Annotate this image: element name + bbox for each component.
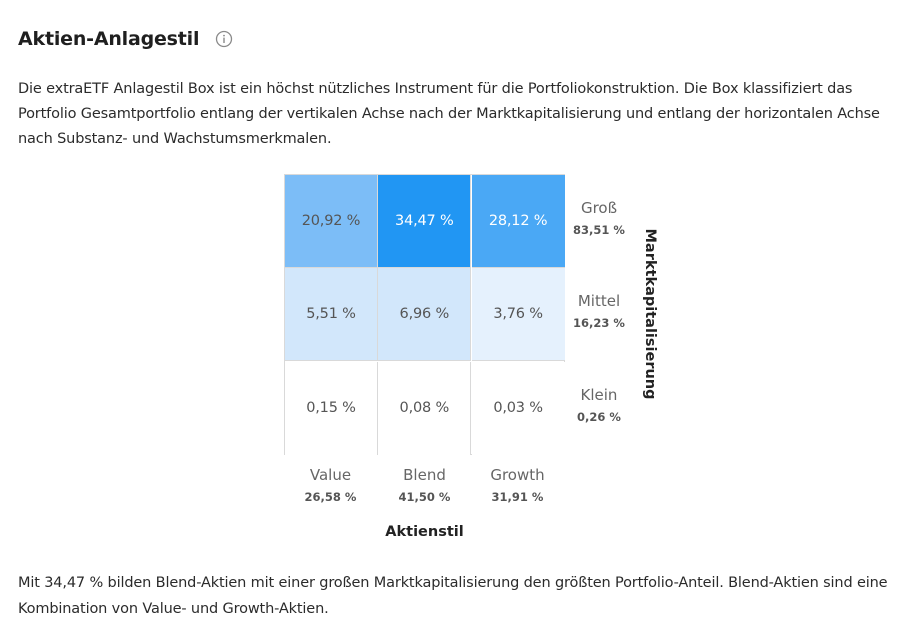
row-label-total: 83,51 %: [573, 223, 625, 237]
cell-small-value: 0,15 %: [285, 361, 378, 455]
col-label-total: 26,58 %: [304, 490, 357, 504]
y-axis-title: Marktkapitalisierung: [642, 228, 658, 400]
col-label-name: Value: [309, 466, 352, 484]
summary-text: Mit 34,47 % bilden Blend-Aktien mit eine…: [18, 575, 888, 617]
col-label-growth: Growth 31,91 %: [471, 466, 564, 504]
col-label-blend: Blend 41,50 %: [378, 466, 471, 504]
cell-mid-growth: 3,76 %: [471, 268, 565, 362]
row-label-total: 0,26 %: [577, 410, 621, 424]
section-header: Aktien-Anlagestil: [18, 28, 233, 50]
intro-text: Die extraETF Anlagestil Box ist ein höch…: [18, 81, 880, 147]
cell-small-growth: 0,03 %: [471, 361, 565, 455]
row-label-total: 16,23 %: [573, 316, 625, 330]
cell-large-growth: 28,12 %: [471, 175, 565, 268]
col-label-value: Value 26,58 %: [284, 466, 377, 504]
row-label-small: Klein 0,26 %: [568, 386, 630, 424]
cell-small-blend: 0,08 %: [378, 361, 472, 455]
style-box-grid: 20,92 % 34,47 % 28,12 % 5,51 % 6,96 % 3,…: [284, 174, 565, 455]
row-label-name: Klein: [580, 386, 618, 404]
col-label-total: 31,91 %: [491, 490, 544, 504]
info-icon[interactable]: [215, 30, 233, 48]
col-label-name: Growth: [490, 466, 545, 484]
col-label-name: Blend: [403, 466, 446, 484]
row-label-name: Groß: [580, 199, 618, 217]
col-label-total: 41,50 %: [398, 490, 451, 504]
cell-large-blend: 34,47 %: [378, 175, 472, 268]
row-label-name: Mittel: [577, 292, 621, 310]
x-axis-title: Aktienstil: [385, 524, 464, 540]
cell-mid-value: 5,51 %: [285, 268, 378, 362]
row-label-large: Groß 83,51 %: [568, 199, 630, 237]
row-label-mid: Mittel 16,23 %: [568, 292, 630, 330]
cell-large-value: 20,92 %: [285, 175, 378, 268]
cell-mid-blend: 6,96 %: [378, 268, 472, 362]
page-title: Aktien-Anlagestil: [18, 28, 200, 50]
